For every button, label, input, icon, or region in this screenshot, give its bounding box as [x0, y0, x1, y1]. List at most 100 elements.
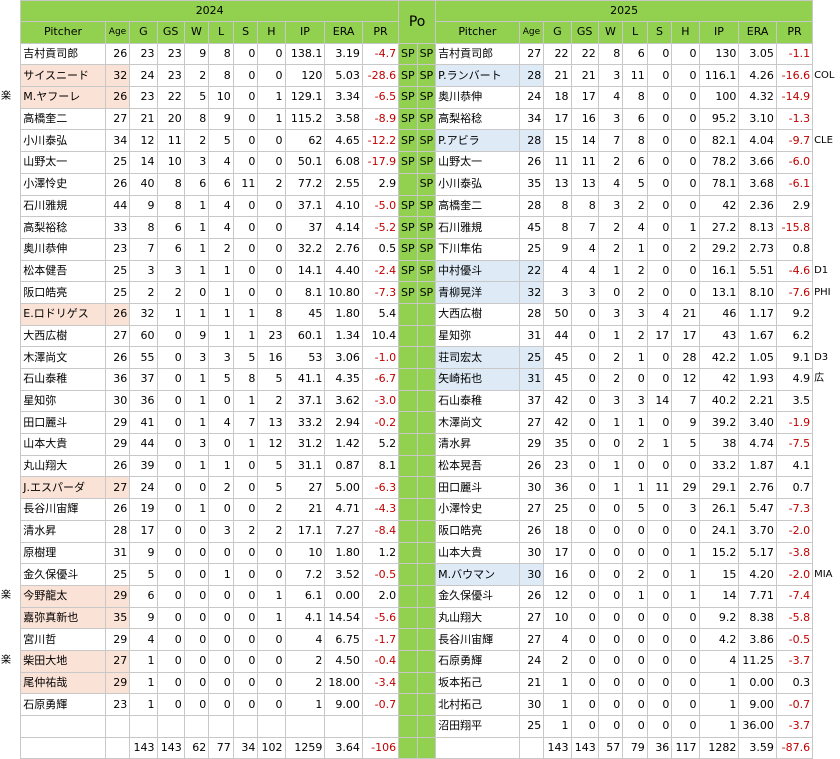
right-w-cell: 8 [597, 42, 624, 66]
left-ip-cell: 14.1 [284, 259, 326, 283]
left-l-cell: 3 [208, 346, 234, 369]
right-w-cell: 1 [597, 411, 624, 435]
right-g-cell: 22 [543, 42, 572, 66]
right-age-cell: 30 [518, 476, 545, 500]
right-era-cell: 5.47 [738, 498, 777, 521]
right-ip-cell: 1 [698, 671, 740, 695]
left-age-cell: 29 [104, 628, 131, 651]
spacer [812, 21, 840, 44]
left-ip-cell: 6.1 [284, 584, 326, 608]
right-h-cell: 0 [671, 454, 700, 478]
left-h-cell: 102 [257, 736, 286, 759]
left-ip-cell: 7.2 [284, 563, 326, 586]
left-note [0, 498, 21, 521]
right-ip-cell: 15.2 [698, 541, 740, 565]
right-note [812, 476, 840, 499]
left-pr-cell: -4.3 [361, 498, 400, 521]
left-note: 楽 [0, 585, 21, 608]
right-w-cell: 4 [597, 86, 624, 109]
position-cell [398, 498, 418, 521]
right-name-cell: 吉村貢司郎 [435, 42, 520, 66]
right-pr-cell: -14.9 [775, 86, 814, 109]
position-cell [398, 519, 418, 543]
table-row: 原樹理 31 9 0 0 0 0 0 10 1.80 1.2 山本大貴 30 17 0 0 0 0 1 15.2 5.1… [0, 541, 840, 565]
position-cell: SP [416, 216, 437, 239]
right-age-cell: 45 [518, 216, 545, 239]
position-cell [398, 736, 418, 759]
right-gs-cell: 16 [570, 107, 599, 131]
right-note [812, 325, 840, 347]
position-cell [398, 584, 418, 608]
right-name-cell: 山本大貴 [435, 541, 520, 565]
left-w-cell: 1 [183, 216, 210, 239]
left-name-cell: 金久保優斗 [20, 563, 106, 586]
left-g-cell: 19 [129, 498, 158, 521]
left-age-cell: 27 [104, 107, 131, 131]
left-g-cell: 55 [129, 346, 158, 369]
left-gs-cell: 10 [156, 151, 185, 174]
left-s-cell: 0 [232, 498, 259, 521]
left-s-cell: 1 [232, 324, 259, 348]
right-name-cell: P.ランバート [435, 64, 520, 88]
right-l-cell: 3 [622, 389, 648, 413]
left-s-cell: 0 [232, 649, 259, 673]
left-g-cell [129, 715, 158, 738]
right-name-cell: 松本晃吾 [435, 454, 520, 478]
left-h-cell: 5 [257, 454, 286, 478]
left-pr-cell: -0.5 [361, 563, 400, 586]
left-name-cell: 尾仲祐哉 [20, 671, 106, 695]
right-age-cell: 27 [518, 628, 545, 651]
left-g-cell: 6 [129, 584, 158, 608]
right-pr-cell: 9.1 [775, 346, 814, 369]
right-gs-cell: 0 [570, 454, 599, 478]
left-h-cell: 0 [257, 563, 286, 586]
left-ip-cell: 60.1 [284, 324, 326, 348]
left-note: 楽 [0, 86, 21, 109]
left-era-cell: 7.27 [324, 519, 363, 543]
right-w-cell: 2 [597, 368, 624, 391]
right-name-cell: 荘司宏太 [435, 346, 520, 369]
right-ip-cell: 33.2 [698, 454, 740, 478]
left-pr-cell: 10.4 [361, 324, 400, 348]
right-name-cell: 沼田翔平 [435, 715, 520, 738]
left-g-cell: 37 [129, 368, 158, 391]
position-cell [398, 172, 418, 196]
right-age-cell: 27 [518, 498, 545, 521]
left-h-cell: 0 [257, 671, 286, 695]
left-age-cell: 29 [104, 433, 131, 456]
table-row: サイスニード 32 24 23 2 8 0 0 120 5.03 -28.6 SP SP P.ランバート 2… [0, 64, 840, 88]
left-s-cell: 2 [232, 519, 259, 543]
right-era-cell: 2.73 [738, 237, 777, 261]
right-gs-cell: 14 [570, 129, 599, 153]
right-l-cell: 0 [622, 454, 648, 478]
position-cell [416, 411, 437, 435]
right-s-cell: 1 [646, 433, 673, 456]
left-w-cell: 0 [183, 476, 210, 500]
position-cell [398, 606, 418, 630]
table-row: 小川泰弘 34 12 11 2 5 0 0 62 4.65 -12.2 SP SP P.アビラ 28 15 14… [0, 129, 840, 153]
right-s-cell: 0 [646, 64, 673, 88]
left-era-cell: 3.64 [324, 736, 363, 759]
left-note [0, 260, 21, 282]
right-note [812, 433, 840, 456]
left-s-cell: 0 [232, 606, 259, 630]
position-cell [416, 541, 437, 565]
right-h-cell: 117 [671, 736, 700, 759]
left-era-cell: 1.80 [324, 541, 363, 565]
left-era-cell: 3.58 [324, 107, 363, 131]
right-name-cell: 高橋奎二 [435, 194, 520, 218]
right-note [812, 86, 840, 109]
left-l-cell: 0 [208, 498, 234, 521]
right-w-cell: 0 [597, 519, 624, 543]
right-s-cell: 0 [646, 107, 673, 131]
right-name-cell: 星知弥 [435, 324, 520, 348]
right-name-cell: 石山泰稚 [435, 389, 520, 413]
right-col-header-era: ERA [738, 21, 777, 44]
right-w-cell: 0 [597, 715, 624, 738]
left-g-cell: 1 [129, 649, 158, 673]
right-name-cell: 清水昇 [435, 433, 520, 456]
right-gs-cell: 0 [570, 411, 599, 435]
left-s-cell: 0 [232, 259, 259, 283]
